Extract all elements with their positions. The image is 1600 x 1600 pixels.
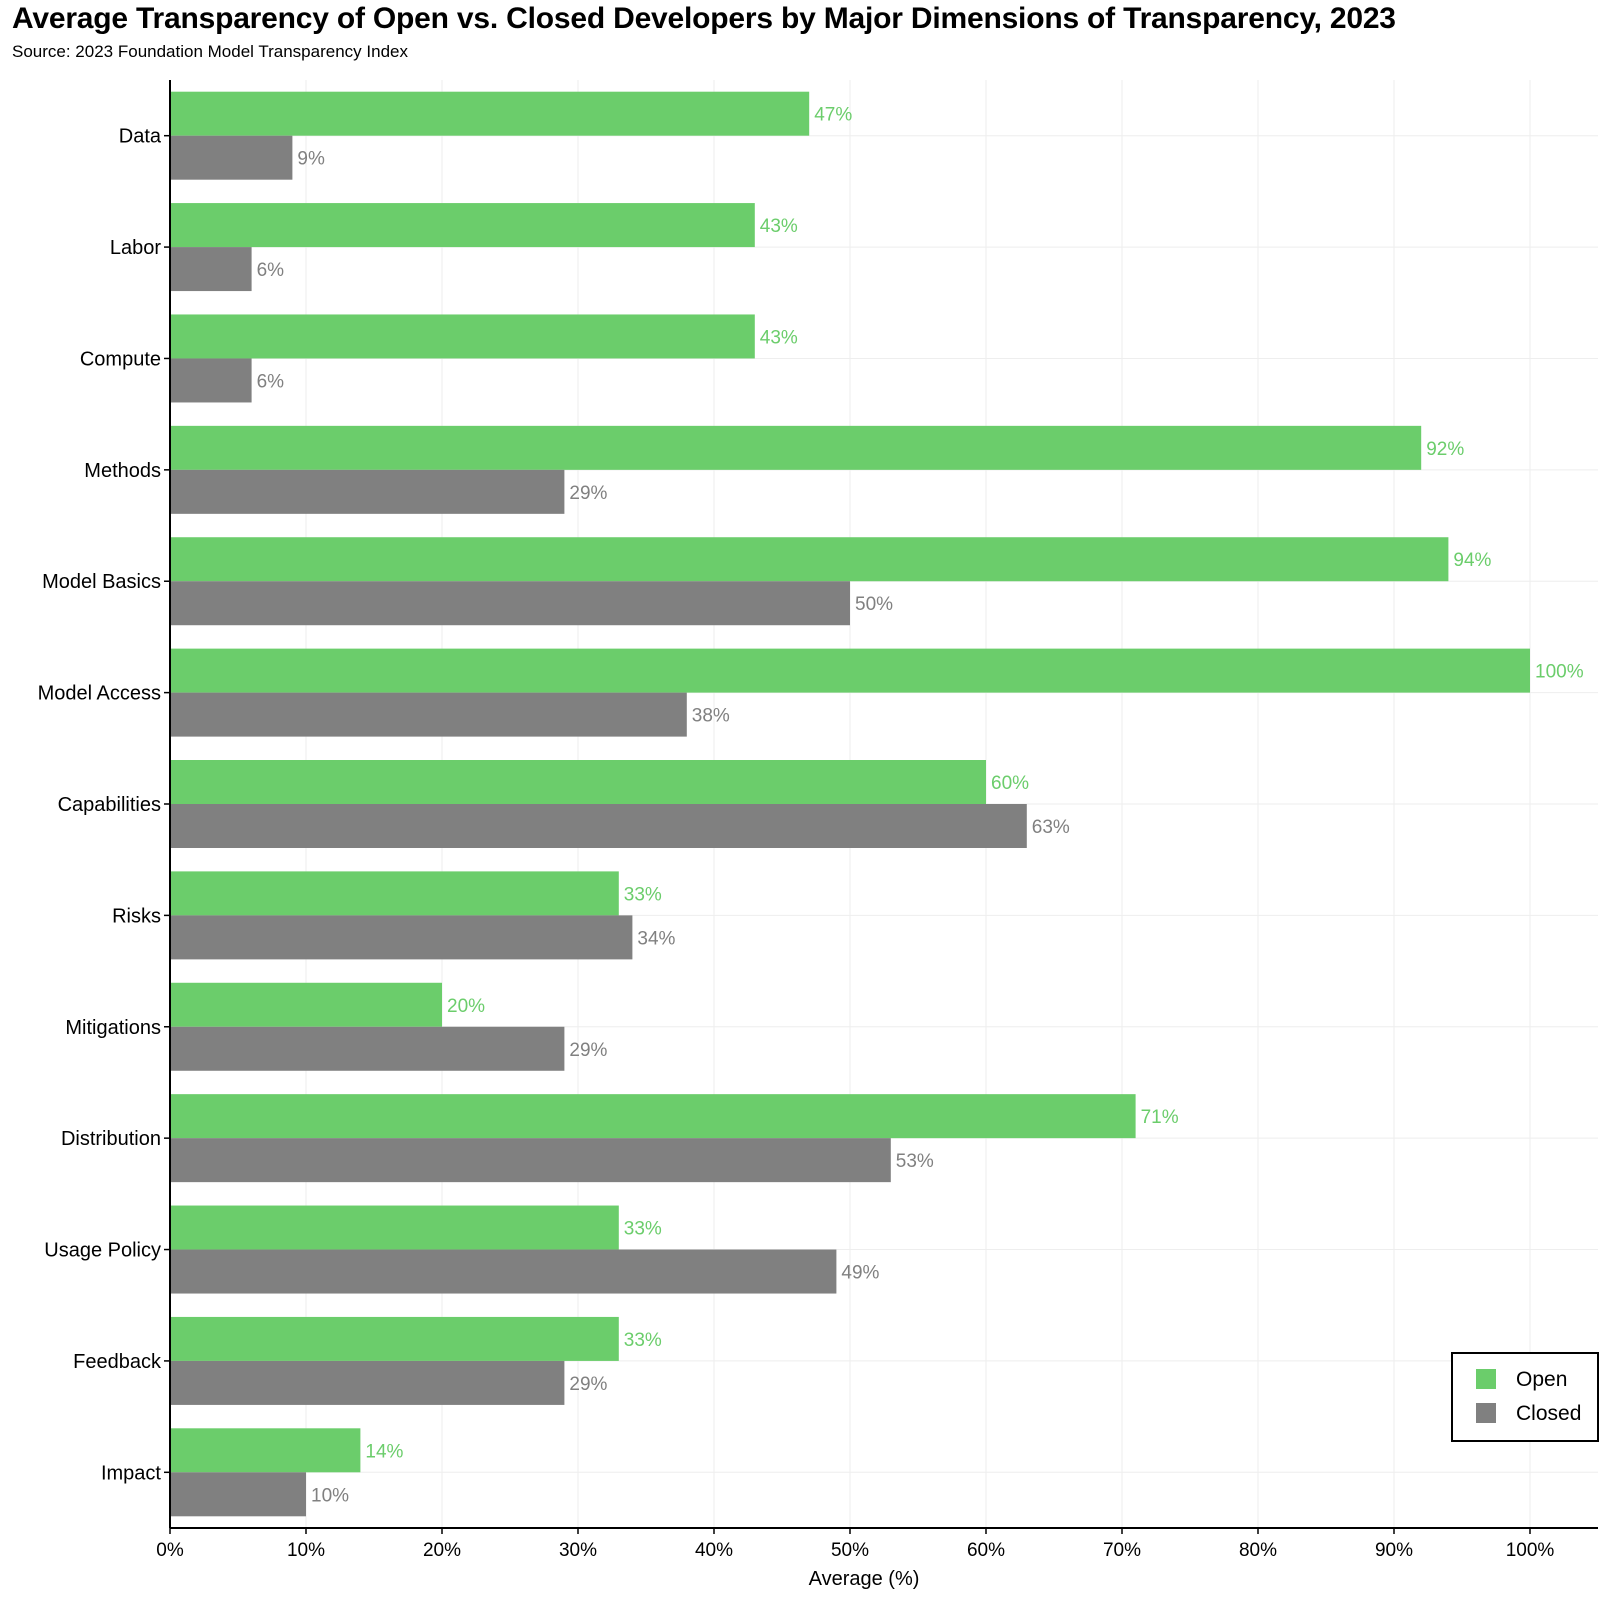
x-tick-label: 50% <box>831 1540 869 1561</box>
bar-open-compute <box>170 314 755 359</box>
value-label: 33% <box>624 884 662 905</box>
bar-open-labor <box>170 203 755 248</box>
bar-closed-model-basics <box>170 581 850 626</box>
category-label: Distribution <box>61 1128 161 1150</box>
bar-closed-impact <box>170 1472 306 1517</box>
bar-closed-compute <box>170 358 252 403</box>
category-label: Data <box>119 126 162 148</box>
bar-open-impact <box>170 1428 361 1473</box>
value-label: 43% <box>760 327 798 348</box>
value-label: 60% <box>991 773 1029 794</box>
category-label: Model Basics <box>42 571 161 593</box>
value-label: 33% <box>624 1219 662 1240</box>
bar-closed-labor <box>170 247 252 292</box>
value-label: 14% <box>365 1441 403 1462</box>
category-label: Feedback <box>73 1351 162 1373</box>
bar-closed-usage-policy <box>170 1249 837 1294</box>
value-label: 20% <box>447 996 485 1017</box>
value-label: 43% <box>760 216 798 237</box>
chart-title: Average Transparency of Open vs. Closed … <box>12 2 1396 35</box>
bar-closed-model-access <box>170 692 687 737</box>
bar-closed-data <box>170 135 293 180</box>
legend-label-closed: Closed <box>1516 1402 1581 1425</box>
legend-swatch-closed <box>1476 1403 1496 1423</box>
value-label: 49% <box>841 1263 879 1284</box>
bar-open-usage-policy <box>170 1205 619 1250</box>
value-label: 47% <box>814 105 852 126</box>
axes: Data Labor Compute Methods Model Basics Model… <box>38 80 1598 1590</box>
x-tick-label: 80% <box>1239 1540 1277 1561</box>
category-label: Methods <box>84 460 161 482</box>
bar-closed-mitigations <box>170 1026 565 1071</box>
bar-open-risks <box>170 871 619 916</box>
value-label: 29% <box>569 1374 607 1395</box>
category-label: Usage Policy <box>44 1240 161 1262</box>
value-label: 100% <box>1535 662 1584 683</box>
x-tick-label: 30% <box>559 1540 597 1561</box>
x-axis-title: Average (%) <box>809 1568 920 1590</box>
value-label: 63% <box>1032 817 1070 838</box>
bar-open-model-basics <box>170 537 1449 582</box>
bar-closed-methods <box>170 469 565 514</box>
value-labels: 47% 9% 43% 6% 43% 6% 92% 29% 94% 50% 100% 38% 60% 63%… <box>257 105 1584 1507</box>
bar-closed-capabilities <box>170 804 1027 848</box>
category-label: Labor <box>110 237 161 259</box>
bar-open-data <box>170 91 810 136</box>
legend-swatch-open <box>1476 1369 1496 1389</box>
value-label: 92% <box>1426 439 1464 460</box>
bars <box>170 91 1530 1517</box>
x-tick-label: 100% <box>1506 1540 1555 1561</box>
value-label: 29% <box>569 1040 607 1061</box>
x-tick-label: 20% <box>423 1540 461 1561</box>
bar-open-model-access <box>170 648 1530 693</box>
value-label: 29% <box>569 483 607 504</box>
legend: Open Closed <box>1451 1352 1599 1442</box>
value-label: 6% <box>257 371 285 392</box>
x-tick-label: 60% <box>967 1540 1005 1561</box>
category-label: Model Access <box>38 683 161 705</box>
category-label: Mitigations <box>65 1017 161 1039</box>
bar-open-methods <box>170 425 1422 470</box>
bar-open-distribution <box>170 1094 1136 1139</box>
value-label: 38% <box>692 706 730 727</box>
x-tick-label: 10% <box>287 1540 325 1561</box>
value-label: 33% <box>624 1330 662 1351</box>
chart-source: Source: 2023 Foundation Model Transparen… <box>12 42 408 61</box>
value-label: 53% <box>896 1151 934 1172</box>
value-label: 9% <box>297 149 325 170</box>
bar-open-capabilities <box>170 760 986 804</box>
bar-open-mitigations <box>170 982 442 1027</box>
bar-open-feedback <box>170 1316 619 1361</box>
category-label: Capabilities <box>58 794 161 816</box>
value-label: 6% <box>257 260 285 281</box>
category-label: Risks <box>112 905 161 927</box>
x-tick-label: 70% <box>1103 1540 1141 1561</box>
legend-label-open: Open <box>1516 1368 1567 1391</box>
value-label: 10% <box>311 1485 349 1506</box>
bar-closed-risks <box>170 915 633 960</box>
value-label: 50% <box>855 594 893 615</box>
x-tick-label: 0% <box>156 1540 184 1561</box>
category-label: Impact <box>101 1462 161 1484</box>
bar-closed-distribution <box>170 1138 891 1183</box>
x-tick-label: 40% <box>695 1540 733 1561</box>
value-label: 71% <box>1141 1107 1179 1128</box>
x-tick-label: 90% <box>1375 1540 1413 1561</box>
bar-closed-feedback <box>170 1360 565 1405</box>
value-label: 94% <box>1453 550 1491 571</box>
category-label: Compute <box>80 348 161 370</box>
legend-box <box>1451 1352 1599 1442</box>
value-label: 34% <box>637 928 675 949</box>
